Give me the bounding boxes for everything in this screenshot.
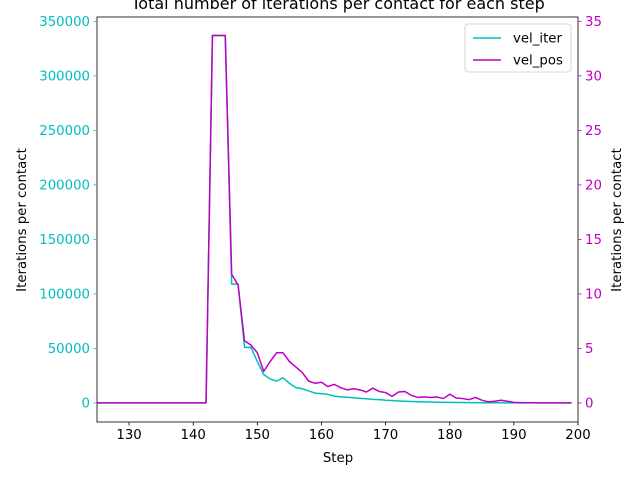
y-left-tick-label: 200000	[39, 178, 90, 193]
y-left-tick-label: 350000	[39, 15, 90, 30]
y-left-tick-label: 300000	[39, 69, 90, 84]
y-right-tick-label: 10	[585, 287, 602, 302]
x-tick-label: 180	[437, 428, 462, 443]
y-axis-left: 0 50000 100000 150000 200000 250000 300000 3500…	[39, 15, 97, 411]
y-left-tick-label: 0	[82, 396, 90, 411]
y-right-tick-label: 20	[585, 178, 602, 193]
x-tick-label: 170	[373, 428, 398, 443]
y-axis-left-label: Iterations per contact	[15, 148, 30, 292]
legend-label-vel-iter: vel_iter	[513, 32, 562, 47]
legend: vel_iter vel_pos	[464, 23, 572, 73]
plot-frame	[96, 16, 579, 423]
chart-title: Total number of iterations per contact f…	[130, 0, 545, 13]
series-line-vel-pos	[97, 34, 572, 404]
y-left-tick-label: 150000	[39, 233, 90, 248]
y-right-tick-label: 15	[585, 233, 602, 248]
x-tick-label: 160	[309, 428, 334, 443]
y-axis-right: 0 5 10 15 20 25 30 35	[578, 15, 602, 411]
x-tick-label: 200	[565, 428, 590, 443]
x-tick-label: 150	[245, 428, 270, 443]
y-right-tick-label: 0	[585, 396, 593, 411]
x-axis: 130 140 150 160 170 180 190 200	[116, 422, 591, 443]
y-axis-right-label: Iterations per contact	[610, 148, 625, 292]
y-left-tick-label: 50000	[48, 342, 90, 357]
y-right-tick-label: 30	[585, 69, 602, 84]
x-tick-label: 140	[181, 428, 206, 443]
y-right-tick-label: 25	[585, 124, 602, 139]
x-tick-label: 130	[116, 428, 141, 443]
series-line-vel-iter	[97, 34, 572, 404]
plot-area	[96, 16, 579, 423]
x-tick-label: 190	[501, 428, 526, 443]
y-right-tick-label: 35	[585, 15, 602, 30]
y-right-tick-label: 5	[585, 342, 593, 357]
legend-label-vel-pos: vel_pos	[513, 54, 563, 69]
y-left-tick-label: 100000	[39, 287, 90, 302]
y-left-tick-label: 250000	[39, 124, 90, 139]
x-axis-label: Step	[323, 451, 353, 466]
